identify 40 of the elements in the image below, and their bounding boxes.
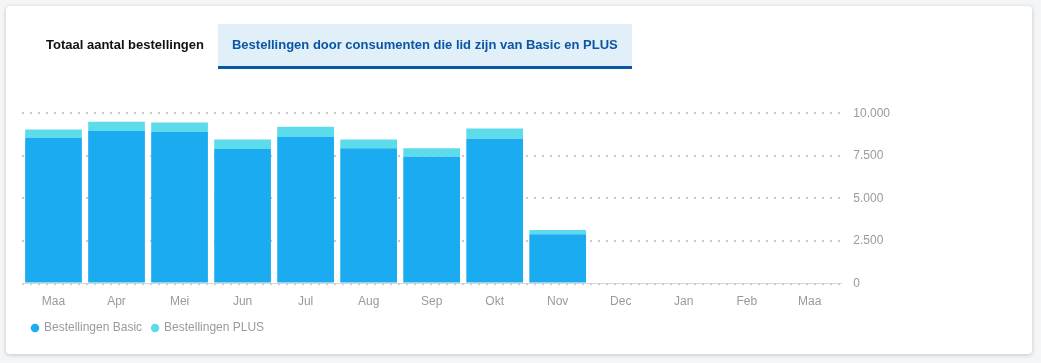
x-tick-label: Jan	[674, 294, 694, 309]
bar	[25, 137, 82, 283]
bar	[88, 131, 145, 283]
bar	[151, 131, 208, 283]
x-tick-label: Jul	[297, 294, 314, 309]
x-tick-label: Aug	[357, 294, 380, 309]
x-tick-label: Feb	[736, 294, 758, 309]
x-tick-label: Sep	[420, 294, 443, 309]
bar	[529, 229, 587, 235]
bar	[529, 234, 587, 283]
x-tick-label: Nov	[547, 294, 569, 309]
bar	[466, 138, 524, 283]
x-tick-label: Apr	[107, 294, 126, 309]
bar	[340, 139, 397, 149]
x-tick-label: Maa	[798, 294, 822, 309]
legend-label: Bestellingen Basic	[44, 320, 143, 335]
legend-label: Bestellingen PLUS	[164, 320, 265, 335]
x-tick-label: Mei	[169, 294, 190, 309]
chart-title: Totaal aantal bestellingen	[45, 36, 205, 54]
bar	[403, 148, 461, 157]
bar	[25, 129, 82, 138]
x-tick-label: Dec	[610, 294, 632, 309]
x-tick-label: Jun	[232, 294, 253, 309]
y-tick-label: 5.000	[853, 190, 884, 205]
bar	[277, 137, 334, 283]
bar	[214, 148, 271, 283]
bar	[214, 139, 271, 149]
bar	[277, 126, 334, 138]
y-tick-label: 2.500	[853, 233, 884, 248]
x-tick-label: Maa	[41, 294, 66, 309]
bar	[88, 121, 145, 132]
bar	[466, 128, 524, 139]
bar	[151, 122, 208, 132]
y-tick-label: 10.000	[853, 105, 891, 120]
y-tick-label: 0	[853, 275, 861, 290]
bar	[340, 148, 397, 283]
y-tick-label: 7.500	[853, 148, 884, 163]
bar	[403, 156, 461, 283]
chart-subtitle: Bestellingen door consumenten die lid zijn van Basic en PLUS	[217, 24, 632, 69]
x-tick-label: Okt	[485, 294, 505, 309]
